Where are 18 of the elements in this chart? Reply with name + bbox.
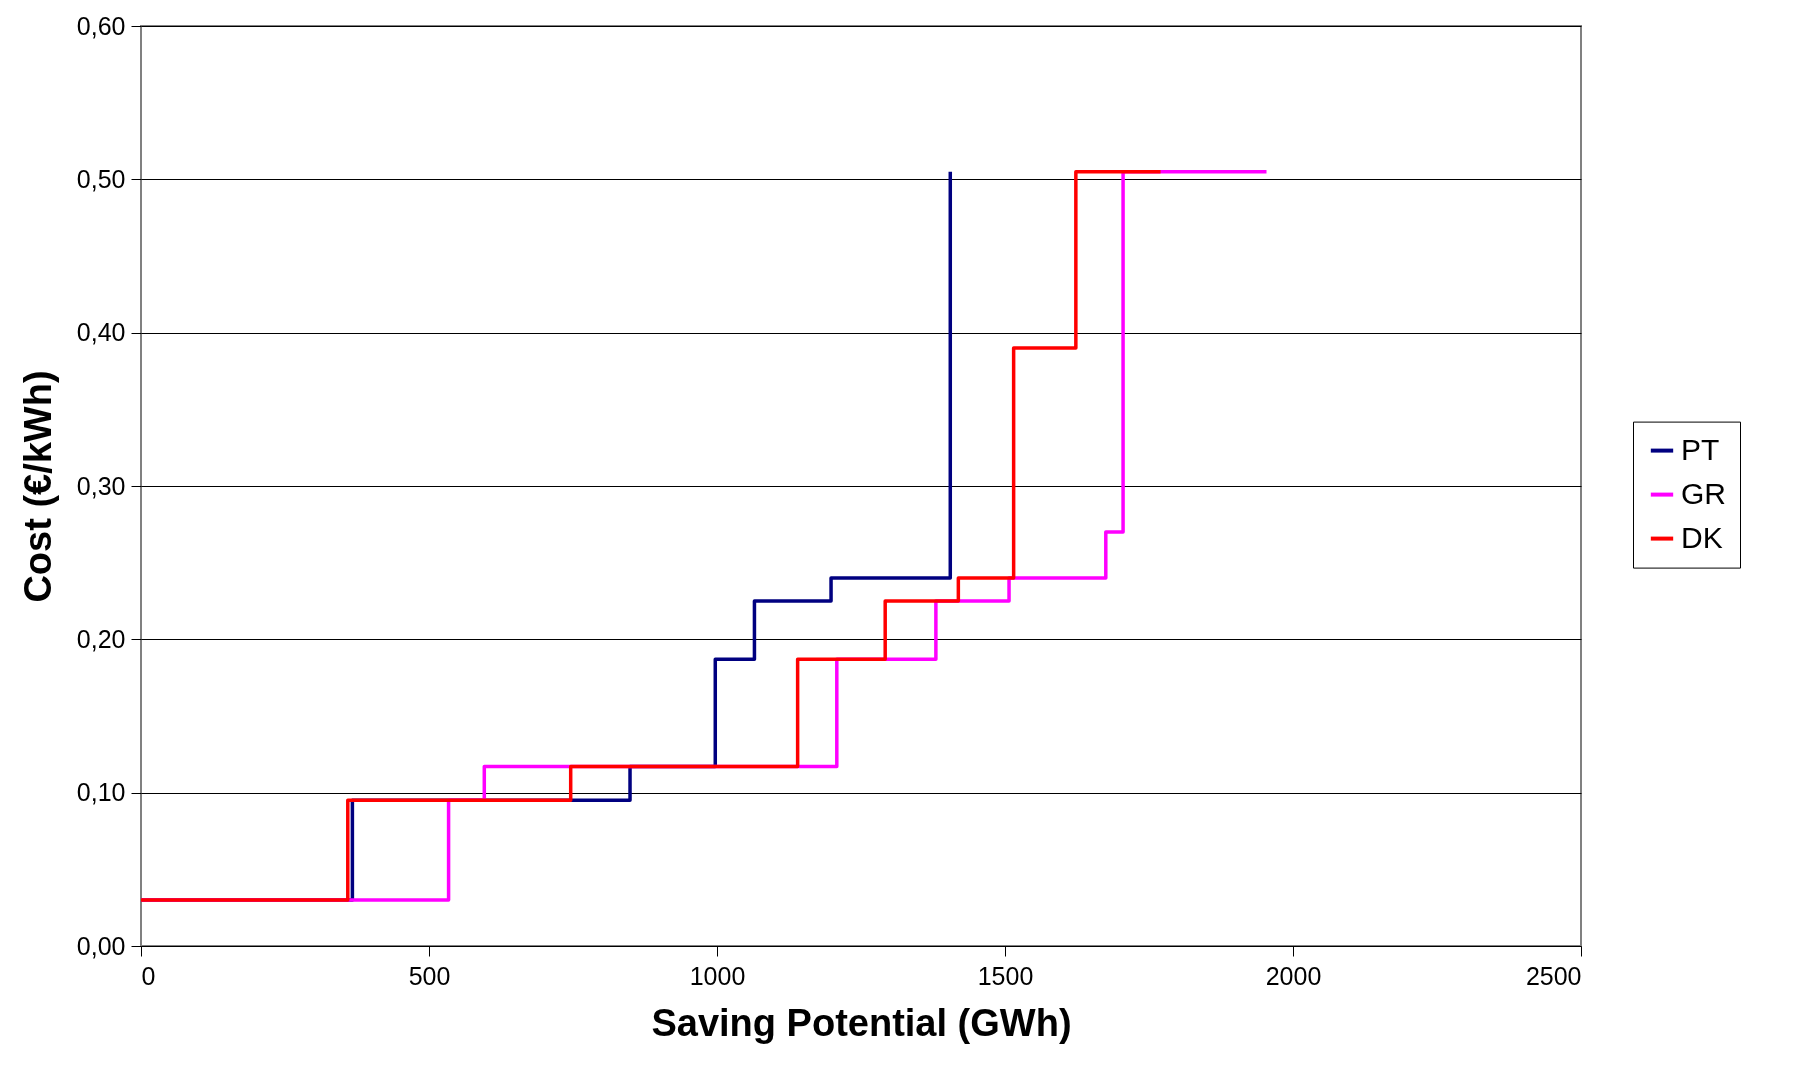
y-tick-label: 0,30 [76,471,126,500]
x-tick-label: 2000 [1265,961,1322,990]
x-tick-label: 2500 [1525,961,1582,990]
x-tick-label: 1000 [689,961,746,990]
x-axis-title: Saving Potential (GWh) [651,1001,1072,1044]
y-axis-title: Cost (€/kWh) [16,370,59,603]
y-tick-label: 0,60 [76,11,126,40]
y-tick-label: 0,40 [76,318,126,347]
legend-label: DK [1681,520,1723,554]
x-tick-label: 0 [141,961,156,990]
legend-label: PT [1681,432,1720,466]
y-tick-label: 0,00 [76,931,126,960]
x-tick-label: 1500 [977,961,1034,990]
legend-label: GR [1681,476,1726,510]
y-tick-label: 0,20 [76,624,126,653]
y-tick-label: 0,50 [76,164,126,193]
y-tick-label: 0,10 [76,778,126,807]
x-tick-label: 500 [408,961,451,990]
